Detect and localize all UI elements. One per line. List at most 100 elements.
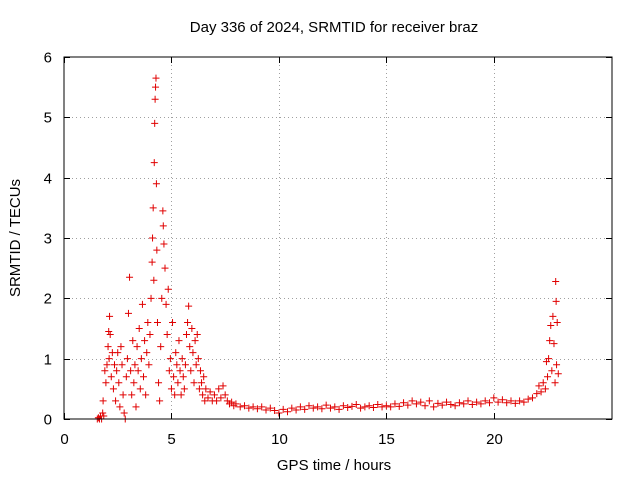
data-point bbox=[148, 258, 156, 266]
data-point bbox=[387, 403, 395, 411]
data-point bbox=[199, 391, 207, 399]
data-point bbox=[175, 337, 183, 345]
data-point bbox=[201, 397, 209, 405]
data-point bbox=[155, 379, 163, 387]
data-point bbox=[236, 403, 244, 411]
data-point bbox=[115, 379, 123, 387]
data-point bbox=[200, 373, 208, 381]
data-point bbox=[288, 404, 296, 412]
data-point bbox=[507, 397, 515, 405]
data-point bbox=[292, 406, 300, 414]
data-point bbox=[490, 394, 498, 402]
data-point bbox=[150, 159, 158, 167]
data-point bbox=[455, 399, 463, 407]
data-point bbox=[104, 343, 112, 351]
data-point bbox=[174, 379, 182, 387]
data-point bbox=[188, 325, 196, 332]
data-point bbox=[552, 297, 560, 305]
data-point bbox=[159, 222, 167, 230]
y-tick-label: 3 bbox=[44, 231, 52, 248]
data-point bbox=[262, 406, 270, 414]
data-point bbox=[131, 361, 139, 369]
data-point bbox=[106, 331, 114, 339]
data-point bbox=[114, 349, 122, 357]
y-axis-label: SRMTID / TECUs bbox=[7, 179, 24, 297]
data-point bbox=[112, 397, 120, 405]
data-point bbox=[443, 398, 451, 406]
data-point bbox=[430, 403, 438, 411]
data-point bbox=[213, 397, 221, 405]
data-point bbox=[138, 300, 146, 308]
data-point bbox=[374, 401, 382, 409]
data-point bbox=[516, 397, 524, 405]
data-point bbox=[153, 246, 161, 254]
data-point bbox=[451, 402, 459, 410]
data-point bbox=[395, 402, 403, 410]
data-point bbox=[301, 405, 309, 413]
data-point bbox=[132, 403, 140, 411]
data-point bbox=[151, 119, 159, 127]
data-point bbox=[143, 349, 151, 357]
data-point bbox=[173, 361, 181, 369]
y-tick-label: 1 bbox=[44, 352, 52, 369]
grid-lines bbox=[64, 57, 612, 419]
data-point bbox=[149, 234, 157, 242]
data-point bbox=[400, 399, 408, 407]
data-point bbox=[136, 385, 144, 393]
data-point bbox=[245, 404, 253, 412]
data-point bbox=[553, 318, 561, 326]
data-point bbox=[266, 404, 274, 412]
data-point bbox=[241, 402, 249, 410]
data-point bbox=[120, 409, 128, 417]
data-point bbox=[100, 412, 108, 420]
data-point bbox=[546, 337, 554, 345]
data-point bbox=[118, 361, 126, 369]
data-point bbox=[140, 373, 148, 381]
data-point bbox=[369, 404, 377, 412]
data-point bbox=[122, 373, 130, 381]
data-point bbox=[144, 318, 152, 326]
data-point bbox=[477, 400, 485, 408]
data-point bbox=[309, 404, 317, 412]
data-point bbox=[539, 379, 547, 387]
data-point bbox=[187, 367, 195, 375]
data-point bbox=[164, 285, 172, 293]
data-point bbox=[438, 401, 446, 409]
data-point bbox=[552, 277, 560, 285]
data-point bbox=[408, 397, 416, 405]
data-point bbox=[331, 403, 339, 411]
data-point bbox=[271, 407, 279, 415]
y-tick-label: 0 bbox=[44, 412, 52, 429]
data-point bbox=[447, 401, 455, 409]
data-point bbox=[296, 403, 304, 411]
data-point bbox=[127, 367, 135, 375]
data-point bbox=[417, 398, 425, 406]
data-point bbox=[537, 388, 545, 396]
data-point bbox=[126, 273, 134, 281]
data-point bbox=[105, 355, 113, 363]
data-point bbox=[344, 404, 352, 412]
data-point bbox=[171, 391, 179, 399]
data-point bbox=[498, 396, 506, 404]
data-point bbox=[141, 337, 149, 345]
x-tick-label: 15 bbox=[378, 431, 395, 448]
data-point bbox=[335, 405, 343, 413]
data-point bbox=[99, 397, 107, 405]
data-point bbox=[228, 398, 236, 406]
data-point bbox=[149, 204, 157, 212]
x-tick-label: 5 bbox=[167, 431, 175, 448]
chart-title: Day 336 of 2024, SRMTID for receiver bra… bbox=[190, 19, 478, 36]
data-point bbox=[152, 74, 160, 82]
data-point bbox=[421, 402, 429, 410]
data-point bbox=[545, 355, 553, 363]
x-tick-labels: 0 5 10 15 20 bbox=[60, 431, 503, 448]
data-point bbox=[215, 385, 223, 393]
data-point bbox=[142, 391, 150, 399]
data-point bbox=[425, 397, 433, 405]
data-point bbox=[503, 399, 511, 407]
data-point bbox=[102, 379, 110, 387]
data-point bbox=[137, 355, 145, 363]
data-point bbox=[106, 312, 114, 320]
data-point bbox=[357, 404, 365, 412]
data-point bbox=[249, 403, 257, 411]
